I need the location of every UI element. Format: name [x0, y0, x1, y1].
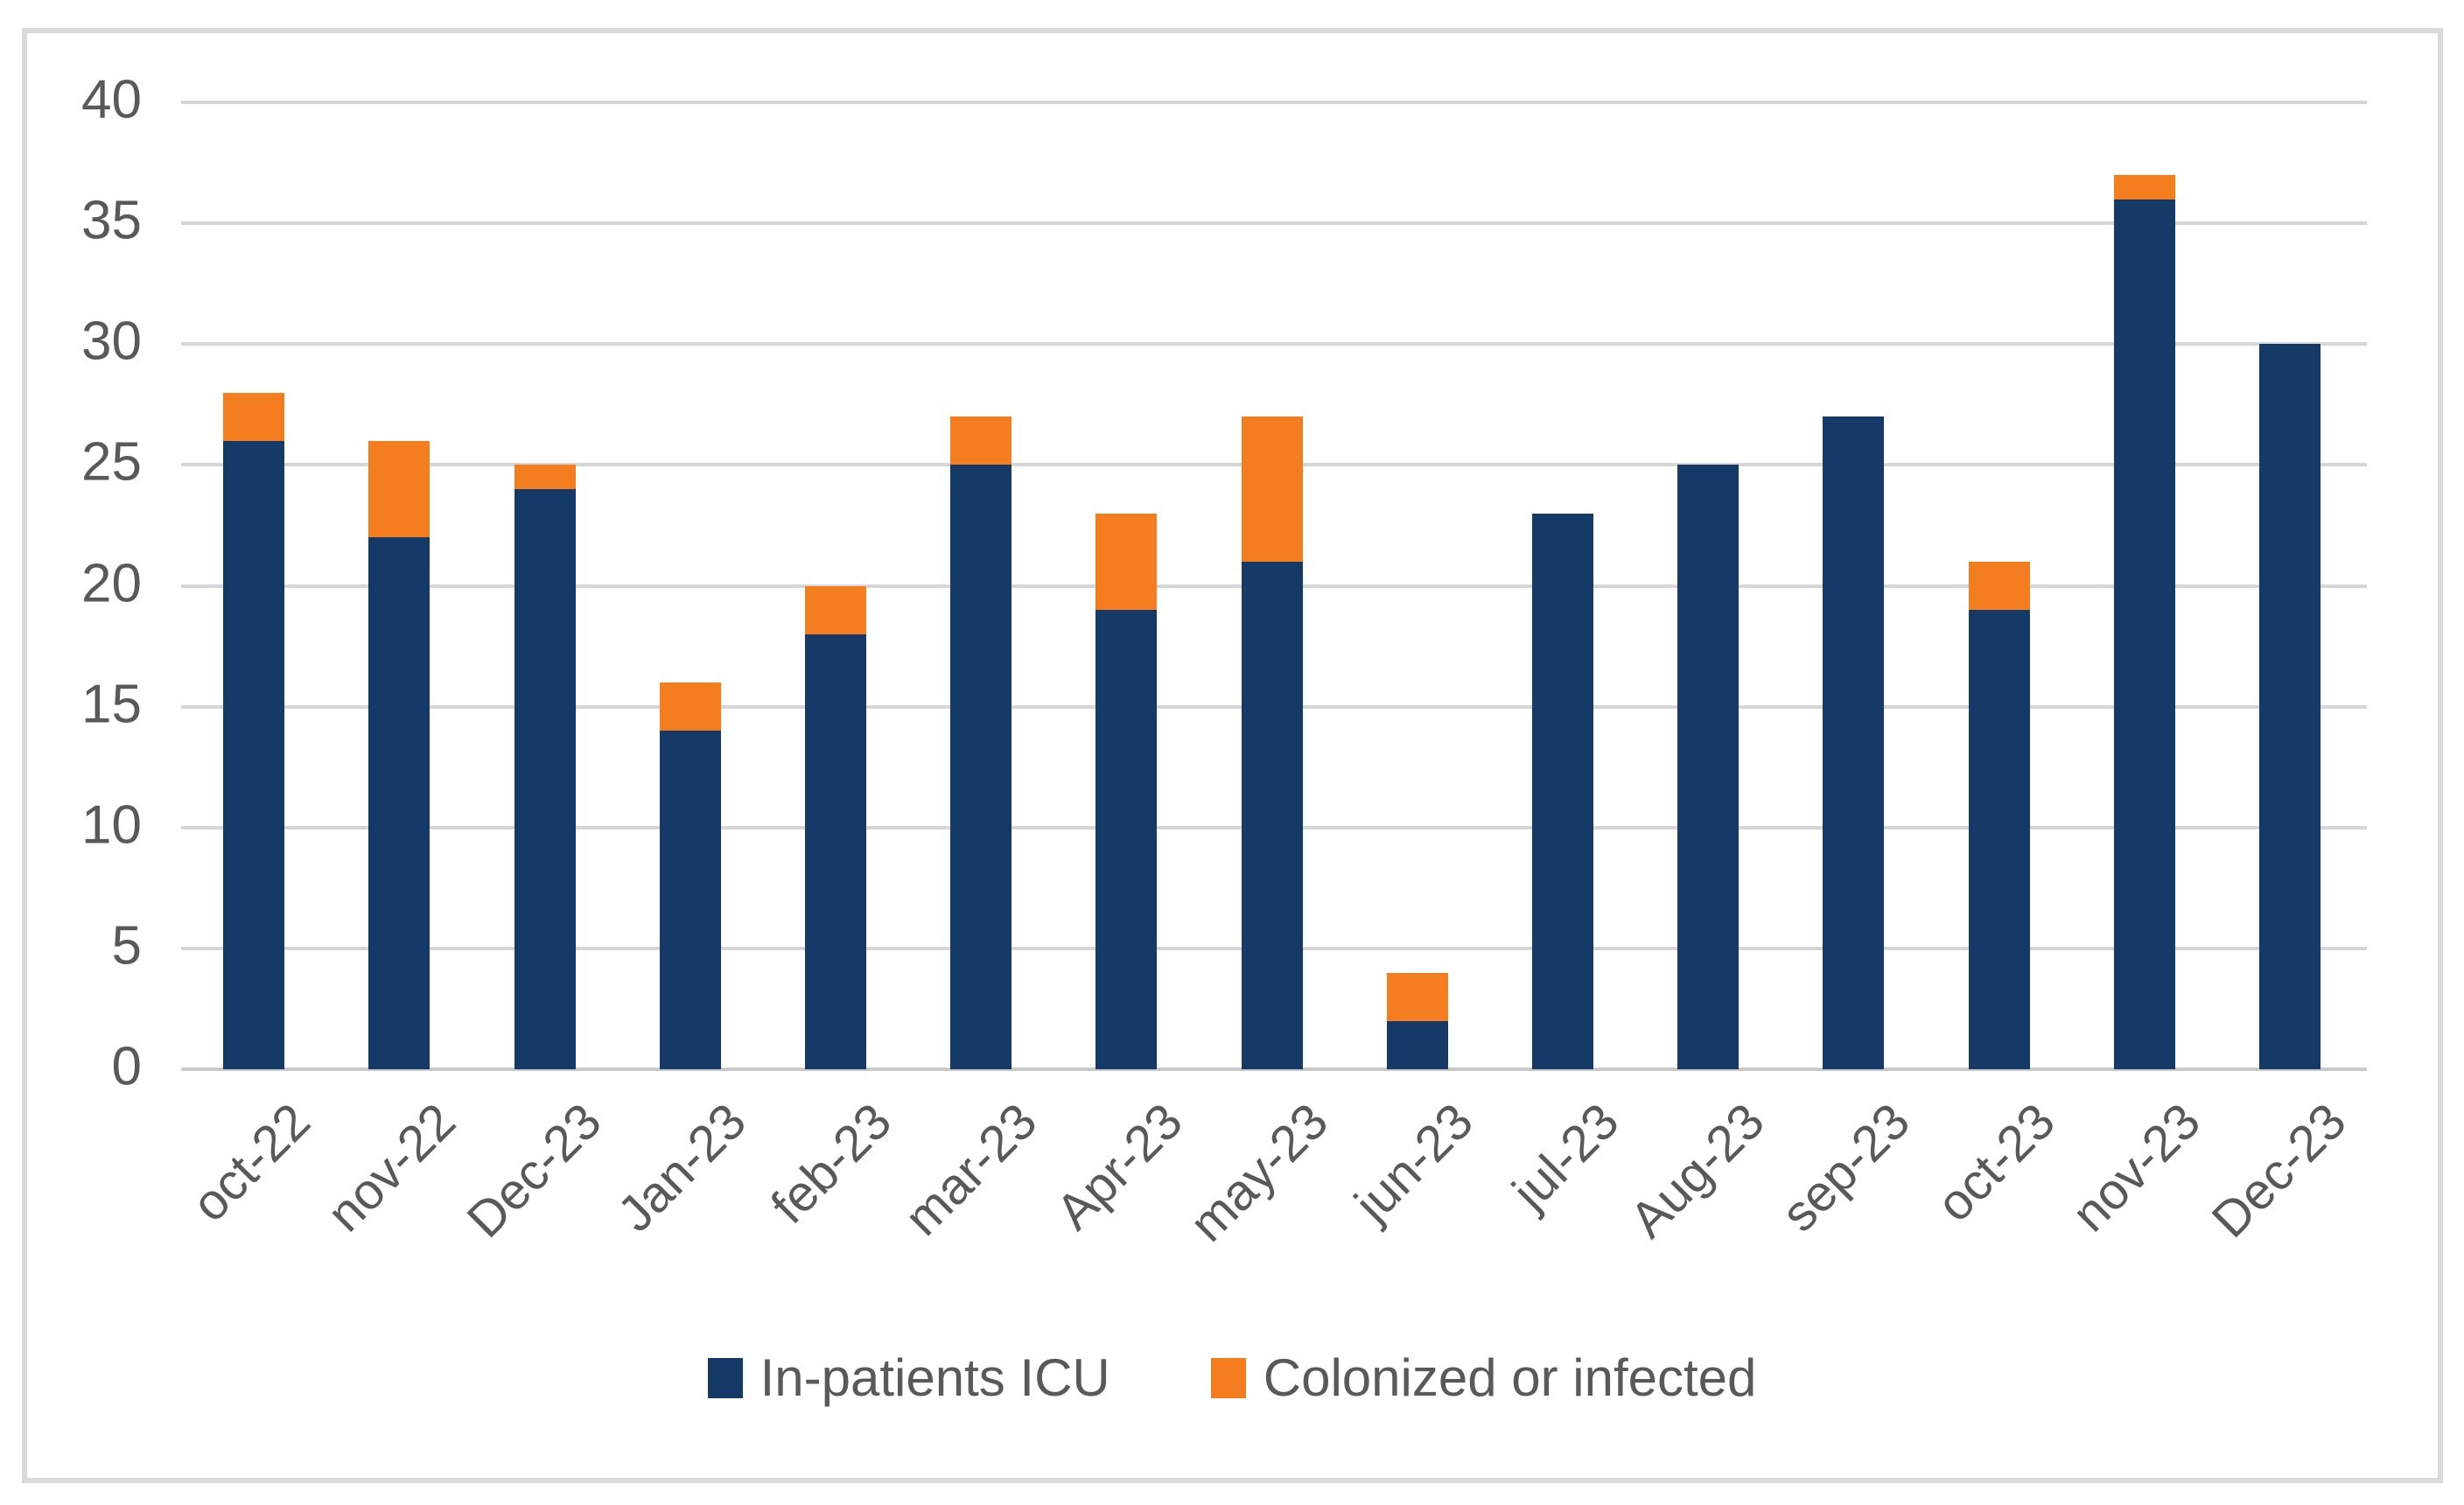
bar-jul-23-in-patients-icu — [1531, 513, 1593, 1069]
legend-item-colonized-or-infected: Colonized or infected — [1210, 1348, 1757, 1408]
bar-mar-23-in-patients-icu — [950, 465, 1012, 1069]
legend-item-in-patients-icu: In-patients ICU — [707, 1348, 1110, 1408]
bar-jan-23-in-patients-icu — [659, 731, 721, 1069]
bar-oct-22-colonized-or-infected — [223, 392, 285, 441]
gridline-35 — [181, 221, 2367, 226]
bar-nov-23-in-patients-icu — [2113, 199, 2175, 1069]
y-axis-tick-label-40: 40 — [81, 69, 142, 130]
bar-may-23-colonized-or-infected — [1241, 416, 1303, 562]
bar-oct-22-in-patients-icu — [223, 440, 285, 1069]
bar-oct-23-colonized-or-infected — [1968, 561, 2030, 611]
bar-nov-23-colonized-or-infected — [2113, 174, 2175, 200]
bar-dec-23-colonized-or-infected — [514, 465, 576, 489]
bar-dec-23-in-patients-icu — [514, 489, 576, 1069]
y-axis-tick-label-35: 35 — [81, 190, 142, 251]
y-axis-tick-label-20: 20 — [81, 553, 142, 614]
bar-nov-22-colonized-or-infected — [368, 440, 430, 538]
bar-sep-23-in-patients-icu — [1823, 416, 1885, 1069]
legend-swatch-icon — [1210, 1357, 1246, 1398]
y-axis-tick-label-10: 10 — [81, 794, 142, 856]
bar-apr-23-colonized-or-infected — [1096, 513, 1158, 611]
bar-may-23-in-patients-icu — [1241, 561, 1303, 1069]
y-axis-tick-label-0: 0 — [111, 1036, 142, 1097]
chart-legend: In-patients ICU Colonized or infected — [0, 1348, 2464, 1408]
gridline-30 — [181, 342, 2367, 346]
bar-mar-23-colonized-or-infected — [950, 416, 1012, 466]
bar-oct-23-in-patients-icu — [1968, 610, 2030, 1069]
legend-label: In-patients ICU — [760, 1348, 1110, 1407]
y-axis-tick-label-25: 25 — [81, 432, 142, 494]
bar-jun-23-colonized-or-infected — [1386, 972, 1448, 1021]
bar-dec-23-in-patients-icu — [2258, 344, 2320, 1069]
bar-aug-23-in-patients-icu — [1677, 465, 1740, 1069]
bar-nov-22-in-patients-icu — [368, 537, 430, 1069]
bar-feb-23-colonized-or-infected — [804, 585, 866, 634]
bar-jan-23-colonized-or-infected — [659, 682, 721, 732]
y-axis-tick-label-5: 5 — [111, 915, 142, 976]
legend-swatch-icon — [707, 1357, 743, 1398]
bar-feb-23-in-patients-icu — [804, 634, 866, 1069]
y-axis-tick-label-30: 30 — [81, 311, 142, 372]
bar-jun-23-in-patients-icu — [1386, 1020, 1448, 1069]
y-axis-tick-label-15: 15 — [81, 674, 142, 735]
legend-label: Colonized or infected — [1263, 1348, 1757, 1407]
gridline-40 — [181, 101, 2367, 104]
bar-apr-23-in-patients-icu — [1096, 610, 1158, 1069]
x-axis-line — [181, 1068, 2367, 1071]
